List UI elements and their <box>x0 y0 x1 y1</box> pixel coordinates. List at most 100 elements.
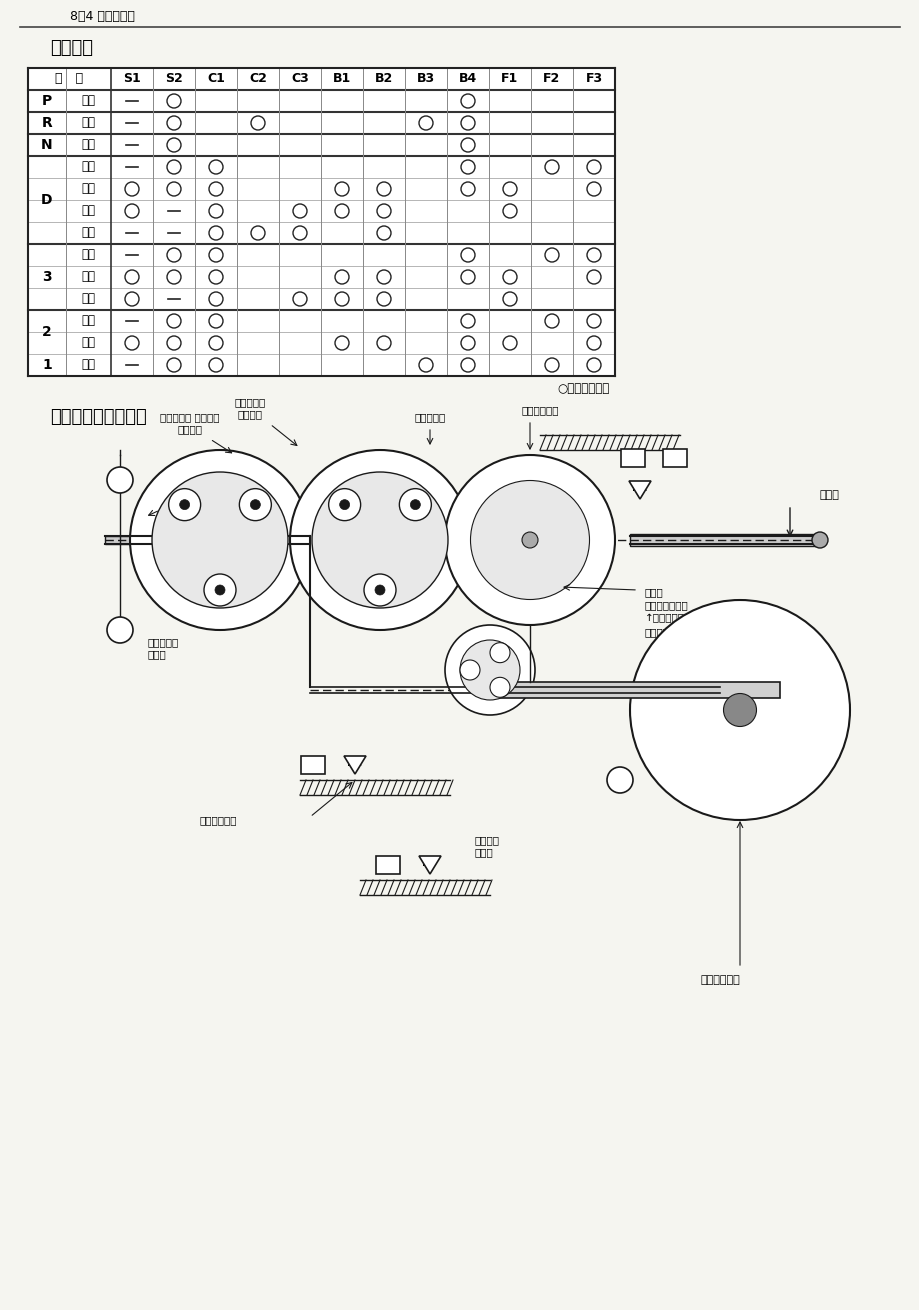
Text: C2: C2 <box>249 72 267 85</box>
Bar <box>620 449 644 466</box>
Bar <box>105 536 314 544</box>
Text: 前行星传动: 前行星传动 <box>234 397 266 407</box>
Bar <box>376 855 400 874</box>
Circle shape <box>445 625 535 715</box>
Bar <box>301 756 324 774</box>
Text: 倒档: 倒档 <box>82 117 96 130</box>
Text: B2: B2 <box>374 72 392 85</box>
Text: B1: B1 <box>666 453 682 462</box>
Text: 2: 2 <box>42 325 51 339</box>
Text: B3: B3 <box>416 72 435 85</box>
Text: F2: F2 <box>347 758 362 768</box>
Text: C1: C1 <box>112 476 128 485</box>
Text: F1: F1 <box>631 483 647 493</box>
Text: ↑下传动行星齿轮架: ↑下传动行星齿轮架 <box>644 613 703 624</box>
Text: 输入轴: 输入轴 <box>819 490 839 500</box>
Circle shape <box>490 677 509 697</box>
Text: ○：锁住和接触: ○：锁住和接触 <box>557 383 609 396</box>
Circle shape <box>152 472 288 608</box>
Text: 反向从动: 反向从动 <box>474 834 499 845</box>
Text: 行星齿轮: 行星齿轮 <box>177 424 202 434</box>
Circle shape <box>107 466 133 493</box>
Text: 3: 3 <box>42 270 51 284</box>
Text: F1: F1 <box>501 72 518 85</box>
Circle shape <box>521 532 538 548</box>
Text: B3: B3 <box>305 760 321 770</box>
Circle shape <box>339 499 349 510</box>
Circle shape <box>470 481 589 600</box>
Text: 一档: 一档 <box>82 249 96 262</box>
Text: 反向驱动齿轮: 反向驱动齿轮 <box>521 405 558 415</box>
Text: N: N <box>41 138 52 152</box>
Text: 运行条件: 运行条件 <box>50 39 93 58</box>
Text: 二档: 二档 <box>82 270 96 283</box>
Text: 行星传动机构的运行: 行星传动机构的运行 <box>50 407 147 426</box>
Text: 内齿环: 内齿环 <box>148 502 166 512</box>
Circle shape <box>630 600 849 820</box>
Text: B2: B2 <box>624 453 641 462</box>
Text: S2: S2 <box>165 72 183 85</box>
Text: 行星齿轮架: 行星齿轮架 <box>414 413 445 422</box>
Text: 空档: 空档 <box>82 139 96 152</box>
Text: R: R <box>41 117 52 130</box>
Circle shape <box>312 472 448 608</box>
Text: 内齿环: 内齿环 <box>148 648 166 659</box>
Bar <box>630 534 819 546</box>
Text: 太阳轮: 太阳轮 <box>644 587 663 597</box>
Circle shape <box>722 693 755 727</box>
Circle shape <box>607 766 632 793</box>
Circle shape <box>239 489 271 520</box>
Text: 下传动太阳轮: 下传动太阳轮 <box>199 815 237 825</box>
Text: 一档: 一档 <box>82 161 96 173</box>
Circle shape <box>204 574 236 607</box>
Text: 后行星传动: 后行星传动 <box>148 490 179 500</box>
Text: S1: S1 <box>123 72 141 85</box>
Polygon shape <box>344 756 366 774</box>
Circle shape <box>107 617 133 643</box>
Text: C3: C3 <box>611 776 627 785</box>
Text: 后行星传动 行星齿轮: 后行星传动 行星齿轮 <box>160 413 220 422</box>
Circle shape <box>490 643 509 663</box>
Text: 前行星传动: 前行星传动 <box>148 637 179 647</box>
Text: 一档: 一档 <box>82 314 96 328</box>
Text: 四档: 四档 <box>82 227 96 240</box>
Circle shape <box>179 499 189 510</box>
Text: P: P <box>42 94 52 107</box>
Circle shape <box>215 586 225 595</box>
Text: 1: 1 <box>42 358 51 372</box>
Text: F3: F3 <box>422 858 437 869</box>
Text: B4: B4 <box>380 859 396 870</box>
Text: C1: C1 <box>207 72 224 85</box>
Polygon shape <box>418 855 440 874</box>
Text: 内齿环: 内齿环 <box>474 848 494 857</box>
Text: 差速器主动小齿轮: 差速器主动小齿轮 <box>644 627 694 637</box>
Circle shape <box>328 489 360 520</box>
Text: B1: B1 <box>333 72 351 85</box>
Circle shape <box>168 489 200 520</box>
Text: 一档: 一档 <box>82 359 96 372</box>
Circle shape <box>445 455 614 625</box>
Text: C2: C2 <box>112 625 128 635</box>
Text: 三档: 三档 <box>82 292 96 305</box>
Text: D: D <box>41 193 52 207</box>
Text: 三档: 三档 <box>82 204 96 217</box>
Text: B4: B4 <box>459 72 477 85</box>
Polygon shape <box>629 481 651 499</box>
Circle shape <box>375 586 384 595</box>
Circle shape <box>289 451 470 630</box>
Text: F3: F3 <box>584 72 602 85</box>
Circle shape <box>460 641 519 700</box>
Circle shape <box>399 489 431 520</box>
Bar <box>490 683 779 698</box>
Circle shape <box>364 574 395 607</box>
Text: 驻车: 驻车 <box>82 94 96 107</box>
Circle shape <box>130 451 310 630</box>
Text: 差速器内齿环: 差速器内齿环 <box>699 975 739 985</box>
Bar <box>28 68 614 376</box>
Text: C3: C3 <box>290 72 309 85</box>
Text: F2: F2 <box>543 72 560 85</box>
Circle shape <box>410 499 420 510</box>
Text: 行星齿轮: 行星齿轮 <box>237 409 262 419</box>
Circle shape <box>250 499 260 510</box>
Text: 8－4 自动变速器: 8－4 自动变速器 <box>70 10 135 24</box>
